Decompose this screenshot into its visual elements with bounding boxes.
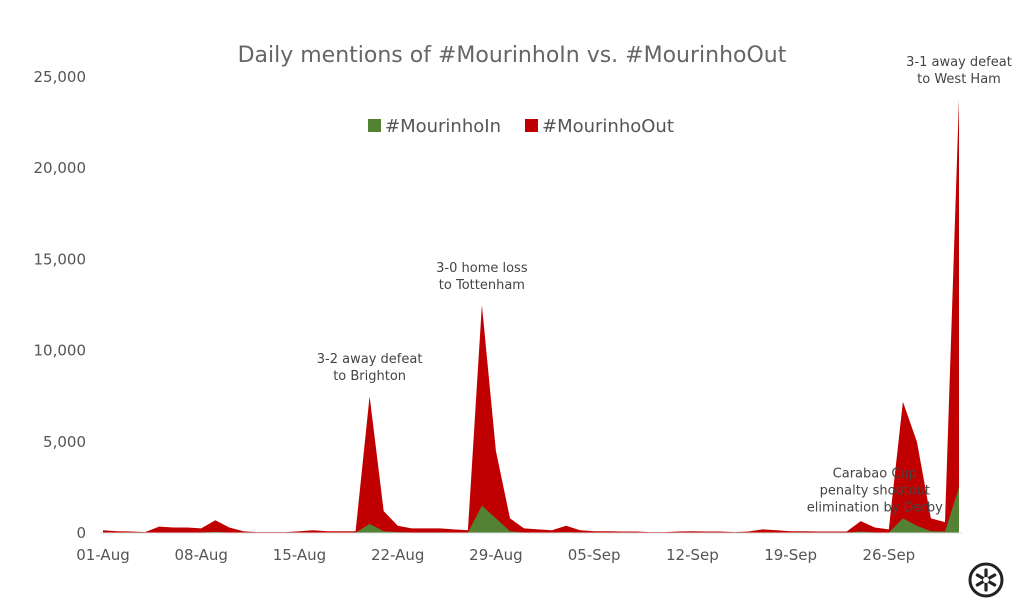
x-tick-label: 26-Sep <box>862 546 915 564</box>
annotation-text: 3-2 away defeat <box>317 352 423 367</box>
x-tick-label: 22-Aug <box>371 546 424 564</box>
legend-swatch <box>525 119 538 132</box>
x-tick-label: 08-Aug <box>174 546 227 564</box>
annotation-text: 3-0 home loss <box>436 261 528 276</box>
y-tick-label: 20,000 <box>34 159 87 177</box>
legend-label: #MourinhoOut <box>542 116 674 137</box>
x-tick-label: 29-Aug <box>469 546 522 564</box>
annotation-text: elimination by Derby <box>807 501 943 516</box>
x-tick-label: 19-Sep <box>764 546 817 564</box>
legend: #MourinhoIn #MourinhoOut <box>368 116 674 137</box>
legend-label: #MourinhoIn <box>385 116 501 137</box>
x-tick-label: 15-Aug <box>273 546 326 564</box>
brand-logo <box>966 560 1006 600</box>
annotation-text: to Tottenham <box>439 278 525 293</box>
legend-swatch <box>368 119 381 132</box>
y-tick-label: 25,000 <box>34 68 87 86</box>
x-axis: 01-Aug 08-Aug 15-Aug 22-Aug 29-Aug 05-Sep 12-S… <box>76 546 915 564</box>
x-tick-label: 05-Sep <box>568 546 621 564</box>
annotations: 3-2 away defeat to Brighton 3-0 home loss t… <box>317 55 1012 516</box>
annotation-text: 3-1 away defeat <box>906 55 1012 70</box>
x-tick-label: 01-Aug <box>76 546 129 564</box>
annotation-text: Carabao Cup <box>833 467 917 482</box>
annotation-text: to Brighton <box>333 369 406 384</box>
y-tick-label: 0 <box>76 524 86 542</box>
annotation-text: penalty shootout <box>820 484 930 499</box>
chart-title: Daily mentions of #MourinhoIn vs. #Mouri… <box>238 43 787 68</box>
series-layer <box>103 98 959 534</box>
y-tick-label: 5,000 <box>43 433 86 451</box>
y-tick-label: 10,000 <box>34 342 87 360</box>
y-axis: 0 5,000 10,000 15,000 20,000 25,000 <box>34 68 87 542</box>
y-tick-label: 15,000 <box>34 250 87 268</box>
logo-icon <box>968 562 1004 598</box>
x-tick-label: 12-Sep <box>666 546 719 564</box>
annotation-text: to West Ham <box>917 72 1001 87</box>
series-area-mourinhoout <box>103 98 959 534</box>
